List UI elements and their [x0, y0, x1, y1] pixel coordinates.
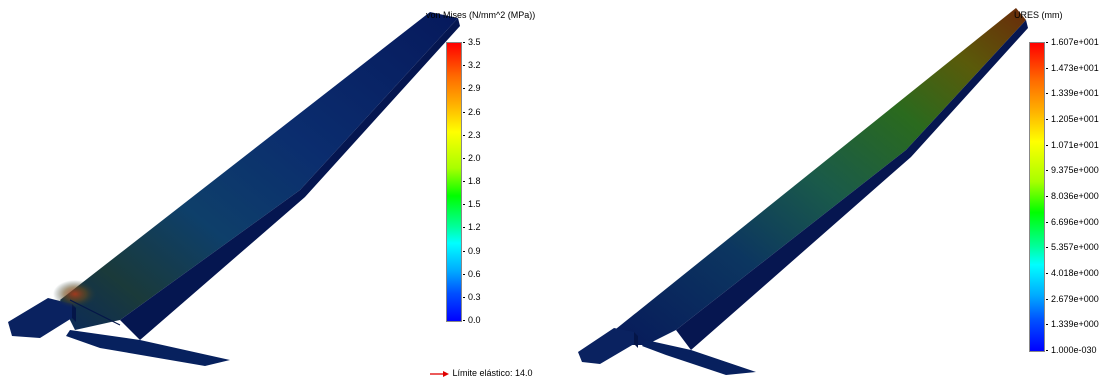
blade-tab: [578, 328, 634, 364]
colorbar-tick-mark: [463, 250, 465, 252]
colorbar-tick-label: 0.9: [468, 245, 481, 256]
colorbar-tick-label: 0.3: [468, 291, 481, 302]
blade-bottom-flange: [66, 330, 230, 366]
von-mises-plot-panel: von Mises (N/mm^2 (MPa)) 3.5 3.2 2.9 2.6 2.3…: [0, 0, 556, 381]
colorbar-tick-mark: [463, 181, 465, 182]
colorbar-tick-label: 9.375e+000: [1051, 165, 1099, 176]
blade-side-face: [676, 20, 1028, 350]
colorbar-tick-mark: [463, 88, 465, 90]
yield-strength-label: Límite elástico: 14.0: [452, 368, 533, 378]
legend-title: URES (mm): [1014, 10, 1063, 20]
colorbar-tick-mark: [463, 111, 465, 113]
colorbar-tick-label: 1.071e+001: [1051, 139, 1099, 150]
colorbar-tick-label: 3.5: [468, 37, 481, 47]
colorbar-tick-label: 1.473e+001: [1051, 62, 1099, 73]
displacement-plot-panel: URES (mm) 1.607e+001 1.473e+001 1.339e+001…: [556, 0, 1113, 381]
colorbar-tick-label: 2.0: [468, 152, 481, 163]
colorbar-tick-label: 2.679e+000: [1051, 293, 1099, 304]
colorbar-tick-label: 0.0: [468, 315, 481, 325]
red-arrow-icon: [430, 370, 450, 378]
colorbar-tick-label: 1.5: [468, 199, 481, 210]
colorbar-tick-mark: [1046, 93, 1048, 95]
colorbar-tick-label: 1.000e-030: [1051, 345, 1097, 355]
colorbar-tick-label: 2.9: [468, 83, 481, 94]
colorbar-tick-label: 1.8: [468, 176, 481, 186]
colorbar-tick-label: 3.2: [468, 60, 481, 71]
colorbar-tick-mark: [463, 227, 465, 229]
colorbar-tick-mark: [1046, 42, 1048, 43]
stress-colorbar: [446, 42, 462, 322]
colorbar-tick-label: 2.3: [468, 129, 481, 140]
colorbar-tick-mark: [1046, 144, 1048, 146]
displacement-model-view: [578, 8, 1028, 375]
colorbar-tick-mark: [1046, 273, 1048, 274]
colorbar-tick-label: 1.2: [468, 222, 481, 233]
colorbar-tick-mark: [1046, 170, 1048, 172]
colorbar-tick-mark: [1046, 119, 1048, 120]
colorbar-tick-mark: [463, 320, 465, 321]
colorbar-tick-label: 4.018e+000: [1051, 268, 1099, 278]
blade-tab: [8, 298, 72, 338]
colorbar-tick-mark: [1046, 298, 1048, 300]
colorbar-tick-label: 1.339e+001: [1051, 88, 1099, 99]
blade-top-face: [60, 12, 458, 330]
blade-top-face: [596, 8, 1026, 345]
colorbar-tick-mark: [1046, 221, 1048, 223]
colorbar-tick-mark: [1046, 324, 1048, 326]
colorbar-tick-label: 1.607e+001: [1051, 37, 1099, 47]
colorbar-tick-label: 2.6: [468, 106, 481, 117]
blade-bottom-flange: [642, 340, 756, 375]
colorbar-tick-mark: [463, 42, 465, 43]
colorbar-tick-mark: [463, 157, 465, 159]
yield-strength-indicator: Límite elástico: 14.0: [430, 368, 533, 378]
colorbar-tick-mark: [1046, 67, 1048, 69]
colorbar-tick-mark: [463, 273, 465, 275]
colorbar-tick-mark: [463, 65, 465, 67]
colorbar-tick-mark: [463, 296, 465, 298]
colorbar-tick-label: 0.6: [468, 268, 481, 279]
colorbar-tick-mark: [463, 204, 465, 206]
colorbar-tick-label: 5.357e+000: [1051, 242, 1099, 253]
stress-hotspot: [53, 280, 97, 308]
displacement-colorbar: [1029, 42, 1045, 352]
colorbar-tick-mark: [1046, 247, 1048, 249]
stress-model-view: [8, 12, 460, 366]
colorbar-tick-label: 1.339e+000: [1051, 319, 1099, 330]
colorbar-tick-mark: [463, 134, 465, 136]
blade-side-face: [120, 18, 460, 340]
colorbar-tick-label: 6.696e+000: [1051, 216, 1099, 227]
legend-title: von Mises (N/mm^2 (MPa)): [426, 10, 536, 20]
colorbar-tick-mark: [1046, 350, 1048, 351]
colorbar-tick-label: 8.036e+000: [1051, 191, 1099, 201]
colorbar-tick-mark: [1046, 196, 1048, 197]
colorbar-tick-label: 1.205e+001: [1051, 114, 1099, 124]
